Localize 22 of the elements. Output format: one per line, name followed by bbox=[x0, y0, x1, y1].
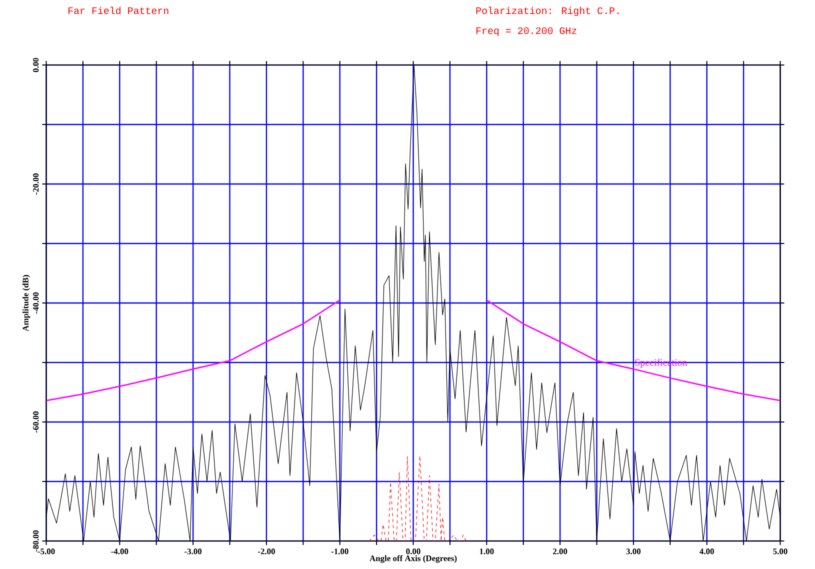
y-tick-label: -60.00 bbox=[32, 411, 39, 433]
x-tick-label: -4.00 bbox=[111, 548, 128, 554]
x-tick-label: 5.00 bbox=[773, 548, 788, 554]
x-tick-label: -3.00 bbox=[184, 548, 202, 554]
text: Freq = 20.200 GHz bbox=[476, 27, 576, 36]
x-tick-label: -2.00 bbox=[258, 548, 275, 554]
y-tick-label: 0.00 bbox=[32, 58, 39, 72]
x-axis-title: Angle off Axis (Degrees) bbox=[370, 555, 457, 563]
x-tick-label: 4.00 bbox=[700, 548, 714, 554]
y-axis-title: Amplitude (dB) bbox=[22, 275, 30, 332]
chart-title: Far Field Pattern bbox=[68, 6, 168, 14]
x-tick-label: 3.00 bbox=[626, 548, 641, 554]
x-tick-label: 0.00 bbox=[406, 548, 420, 554]
x-tick-label: 1.00 bbox=[480, 548, 494, 554]
y-tick-label: -40.00 bbox=[32, 292, 39, 314]
x-tick-label: -5.00 bbox=[38, 548, 55, 554]
x-tick-label: 2.00 bbox=[553, 548, 568, 554]
line-series bbox=[46, 65, 780, 542]
x-tick-label: -1.00 bbox=[331, 548, 348, 554]
y-tick-label: -20.00 bbox=[32, 173, 39, 195]
y-tick-label: -80.00 bbox=[32, 530, 39, 552]
chart-subtitle: Polarization: Right C.P. bbox=[476, 6, 619, 16]
